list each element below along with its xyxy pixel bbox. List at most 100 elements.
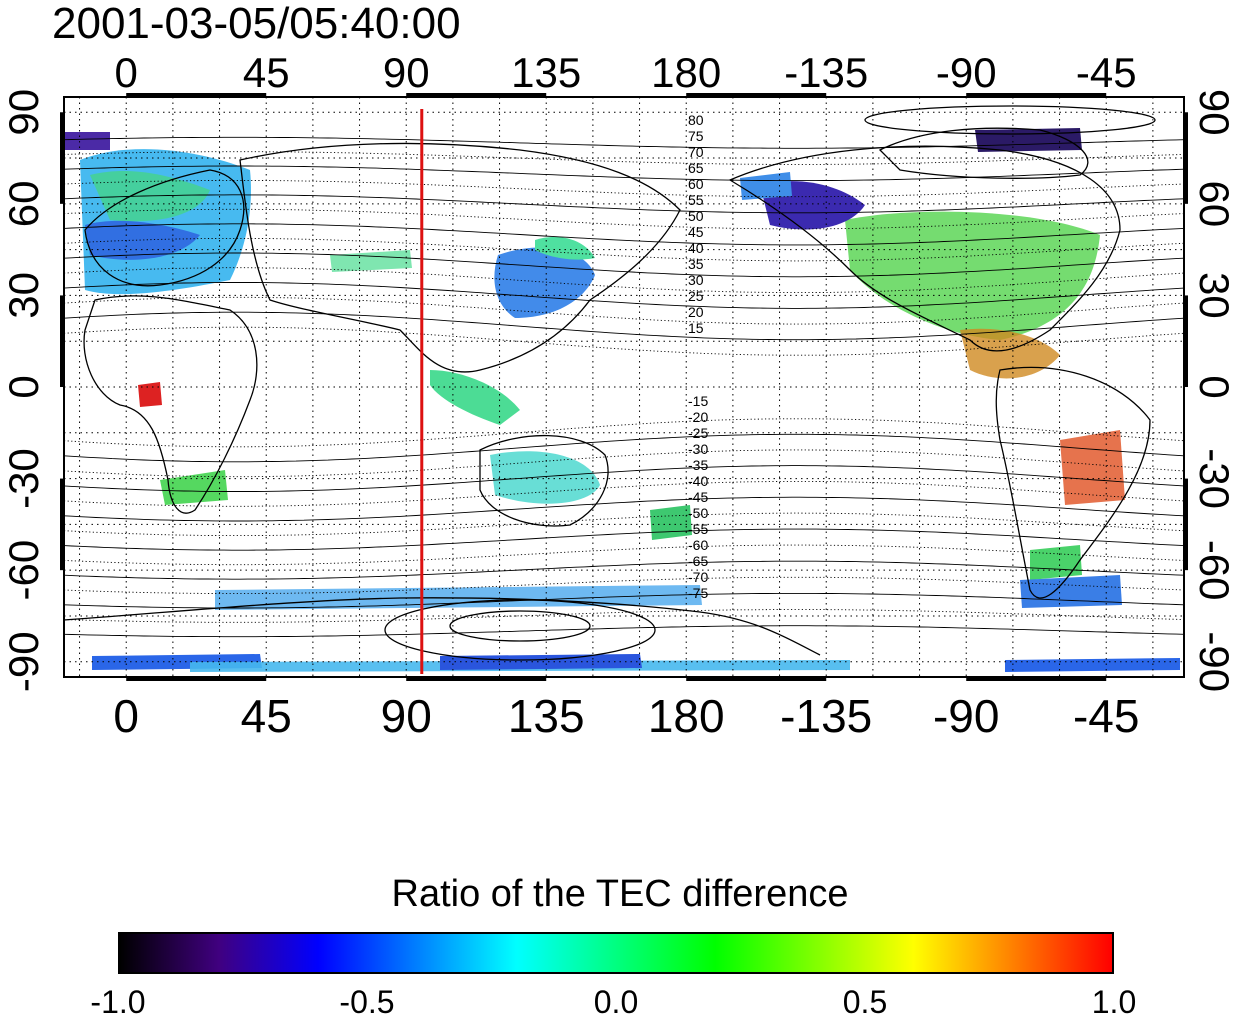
bottom-lon-label: -45: [1073, 690, 1139, 742]
contour-line: [63, 433, 1185, 463]
colorbar-tick-label: -1.0: [90, 984, 146, 1020]
contour-label-north: 75: [688, 128, 704, 144]
contour-line: [63, 194, 1185, 214]
colorbar-title: Ratio of the TEC difference: [391, 873, 849, 915]
patch-bottom-strip-east: [1005, 658, 1180, 672]
colorbar-tick-label: -0.5: [339, 984, 395, 1020]
left-tick-bar: [60, 478, 65, 571]
coast-australia: [479, 434, 609, 527]
contour-label-south: -55: [688, 521, 708, 537]
right-lat-label: 0: [1191, 375, 1238, 398]
contour-line: [63, 528, 1185, 551]
left-latitude-labels: 90 60 30 0 -30 -60 -90: [0, 89, 47, 692]
patch-nz: [650, 505, 692, 540]
right-lat-label: 90: [1191, 89, 1238, 136]
top-lon-label: -90: [936, 49, 997, 96]
right-lat-label: -60: [1191, 540, 1238, 601]
colorbar-tick-label: 0.0: [593, 984, 639, 1020]
top-tick-bar: [406, 93, 547, 98]
contour-line: [63, 165, 1185, 182]
contour-label-north: 35: [688, 256, 704, 272]
bottom-tick-bar: [966, 676, 1107, 681]
contour-label-north: 60: [688, 176, 704, 192]
contour-label-north: 15: [688, 320, 704, 336]
bottom-tick-bar: [126, 676, 267, 681]
top-tick-bar: [966, 93, 1107, 98]
patch-canada-dark: [975, 128, 1082, 152]
left-lat-label: -90: [0, 631, 47, 692]
left-lat-label: -30: [0, 448, 47, 509]
bottom-tick-bar: [686, 676, 827, 681]
colorbar-tick-label: 1.0: [1091, 984, 1137, 1020]
contour-line: [63, 136, 1185, 149]
colorbar-tick-label: 0.5: [842, 984, 888, 1020]
timestamp-title: 2001-03-05/05:40:00: [52, 0, 461, 48]
bottom-lon-label: 180: [648, 690, 725, 742]
top-lon-label: 45: [243, 49, 290, 96]
right-lat-label: -90: [1191, 631, 1238, 692]
patch-north-america: [845, 211, 1100, 340]
bottom-lon-label: 90: [381, 690, 432, 742]
top-lon-label: 0: [115, 49, 138, 96]
contour-line: [63, 560, 1185, 580]
left-lat-label: 90: [0, 89, 47, 136]
bottom-lon-label: -90: [933, 690, 999, 742]
contour-label-north: 80: [688, 112, 704, 128]
left-tick-bar: [60, 112, 65, 204]
contour-label-south: -40: [688, 473, 708, 489]
contour-line: [63, 311, 1185, 341]
top-lon-label: -135: [784, 49, 868, 96]
contour-line: [63, 151, 1185, 165]
right-lat-label: 60: [1191, 180, 1238, 227]
contour-label-north: 50: [688, 208, 704, 224]
contour-north-pole-ring: [864, 105, 1156, 135]
bottom-longitude-labels: 0 45 90 135 180 -135 -90 -45: [113, 690, 1139, 742]
contour-line: [63, 496, 1185, 522]
right-tick-bar: [1183, 478, 1188, 571]
left-lat-label: 60: [0, 180, 47, 227]
top-tick-bar: [126, 93, 267, 98]
contour-label-north: 65: [688, 160, 704, 176]
right-tick-bar: [1183, 295, 1188, 387]
contour-label-south: -25: [688, 425, 708, 441]
bottom-lon-label: 45: [241, 690, 292, 742]
patch-west-africa-red: [138, 382, 162, 407]
contour-label-north: 30: [688, 272, 704, 288]
contour-label-south: -70: [688, 569, 708, 585]
patch-nao-dark: [62, 132, 110, 150]
patch-bottom-strip-dark: [440, 654, 642, 670]
left-lat-label: 30: [0, 272, 47, 319]
bottom-lon-label: 0: [113, 690, 139, 742]
top-lon-label: 135: [511, 49, 581, 96]
left-lat-label: 0: [0, 375, 47, 398]
contour-line: [63, 465, 1185, 492]
contour-label-north: 40: [688, 240, 704, 256]
contour-label-south: -65: [688, 553, 708, 569]
contour-south-pole-ring: [449, 610, 591, 642]
right-latitude-labels: 90 60 30 0 -30 -60 -90: [1191, 89, 1238, 692]
contour-label-south: -60: [688, 537, 708, 553]
coast-asia: [239, 142, 681, 373]
bottom-tick-bar: [406, 676, 547, 681]
patch-south-africa: [160, 470, 228, 505]
left-tick-bar: [60, 295, 65, 387]
contour-label-north: 20: [688, 304, 704, 320]
contour-line: [63, 252, 1185, 278]
patch-asia-green: [535, 236, 595, 260]
right-tick-bar: [1183, 112, 1188, 204]
colorbar: [118, 932, 1114, 974]
top-tick-bar: [686, 93, 827, 98]
contour-label-south: -15: [688, 393, 708, 409]
right-lat-label: 30: [1191, 272, 1238, 319]
top-lon-label: 180: [651, 49, 721, 96]
bottom-lon-label: 135: [508, 690, 585, 742]
contour-line: [63, 282, 1185, 309]
contour-label-north: 45: [688, 224, 704, 240]
patch-south-america-east: [1060, 430, 1125, 505]
contour-label-south: -45: [688, 489, 708, 505]
frame-tick-bars: [60, 93, 1188, 681]
coast-south-america: [995, 366, 1151, 599]
contour-line: [63, 592, 1185, 609]
coast-europe: [84, 169, 245, 287]
top-longitude-labels: 0 45 90 135 180 -135 -90 -45: [115, 49, 1137, 96]
